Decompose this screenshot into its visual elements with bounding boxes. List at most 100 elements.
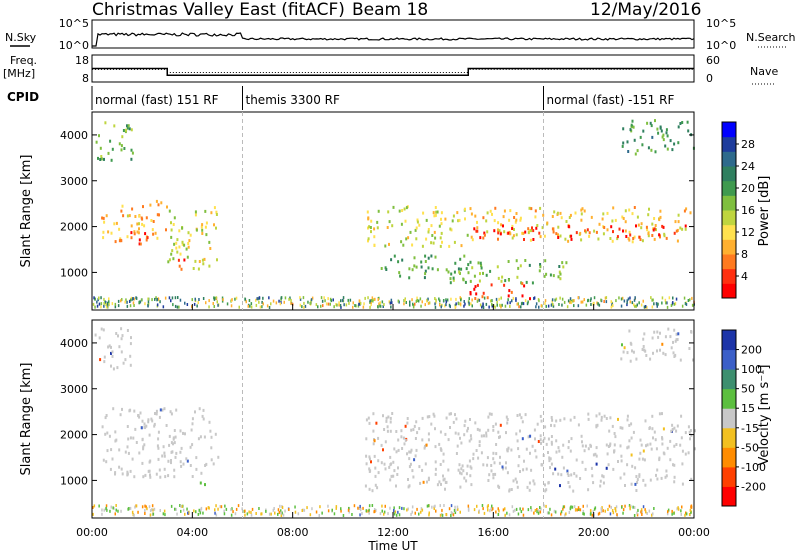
power-cell: [358, 299, 361, 303]
velocity-cell: [673, 475, 676, 479]
ytick-label: 3000: [60, 175, 88, 188]
power-cell: [222, 298, 224, 302]
velocity-cell: [104, 432, 107, 436]
velocity-cell: [159, 509, 161, 512]
power-cell: [559, 272, 562, 276]
velocity-cell: [201, 414, 204, 418]
velocity-cell: [630, 422, 633, 426]
power-cell: [476, 226, 479, 230]
velocity-cell: [255, 512, 257, 515]
velocity-cell: [575, 458, 578, 462]
power-cell: [94, 305, 96, 309]
power-cell: [464, 217, 466, 221]
velocity-cell: [673, 480, 676, 484]
velocity-cell: [581, 460, 584, 464]
velocity-cell: [414, 511, 416, 515]
power-cell: [531, 226, 533, 230]
power-cell: [498, 297, 500, 301]
power-cell: [330, 299, 333, 303]
velocity-cell: [506, 421, 509, 425]
power-cell: [661, 301, 663, 305]
power-cell: [421, 244, 424, 248]
velocity-cell: [279, 504, 281, 508]
velocity-cell: [512, 509, 515, 513]
velocity-cell: [485, 434, 488, 438]
velocity-cell: [512, 479, 515, 483]
velocity-cell: [436, 483, 439, 487]
power-cell: [450, 228, 453, 232]
velocity-cell: [639, 451, 642, 455]
velocity-cell: [506, 511, 508, 515]
colorbar-swatch: [722, 151, 736, 167]
power-cell: [181, 242, 184, 246]
velocity-cell: [202, 417, 205, 421]
power-cell: [544, 259, 547, 263]
power-cell: [625, 235, 628, 238]
velocity-cell: [598, 511, 601, 515]
power-cell: [476, 283, 479, 287]
velocity-cell: [498, 485, 501, 489]
power-cell: [640, 226, 643, 230]
power-cell: [565, 261, 568, 265]
velocity-cell: [396, 473, 399, 476]
velocity-cell: [353, 504, 356, 508]
power-cell: [611, 239, 614, 243]
velocity-cell: [595, 414, 598, 418]
power-cell: [455, 297, 457, 301]
velocity-cell: [646, 443, 649, 447]
velocity-cell: [333, 512, 336, 516]
colorbar-swatch: [722, 388, 736, 409]
power-cell: [440, 217, 442, 221]
power-cell: [130, 148, 133, 152]
velocity-cell: [170, 450, 173, 454]
power-cell: [404, 298, 406, 302]
velocity-cell: [681, 505, 683, 509]
velocity-cell: [149, 473, 151, 477]
velocity-cell: [687, 451, 690, 455]
velocity-cell: [662, 351, 665, 355]
velocity-cell: [105, 504, 108, 508]
power-cell: [373, 243, 376, 247]
freq-left-tick-low: 8: [82, 72, 89, 85]
velocity-cell: [365, 437, 368, 441]
velocity-cell: [644, 419, 647, 423]
power-cell: [174, 296, 177, 300]
power-cell: [521, 301, 523, 305]
velocity-cell: [108, 434, 111, 438]
power-cell: [430, 224, 433, 228]
velocity-cell: [532, 479, 535, 483]
figure-title: Christmas Valley East (fitACF): [92, 0, 345, 20]
power-cell: [299, 303, 302, 307]
velocity-cell: [129, 436, 132, 440]
power-cell: [679, 122, 682, 125]
power-cell: [512, 234, 515, 238]
power-cell: [508, 289, 511, 293]
power-cell: [139, 300, 142, 304]
velocity-cell: [148, 469, 151, 473]
power-cell: [176, 250, 179, 254]
velocity-cell: [641, 348, 644, 351]
power-cell: [238, 305, 240, 309]
velocity-cell: [664, 353, 667, 357]
power-cell: [666, 305, 669, 309]
velocity-cell: [591, 513, 593, 517]
velocity-cell: [438, 480, 441, 484]
power-cell: [501, 303, 503, 307]
power-cell: [627, 150, 630, 153]
velocity-cell: [439, 430, 442, 434]
power-cell: [570, 301, 573, 305]
velocity-cell: [685, 512, 688, 516]
power-cell: [618, 296, 620, 300]
velocity-cell: [651, 414, 654, 418]
velocity-cell: [465, 479, 468, 483]
velocity-cell: [673, 444, 676, 448]
velocity-cell: [540, 441, 542, 445]
power-cell: [415, 237, 418, 241]
power-cell: [650, 296, 652, 300]
power-cell: [434, 297, 436, 300]
velocity-cell: [605, 466, 608, 470]
velocity-cell: [459, 436, 461, 440]
velocity-cell: [608, 429, 611, 433]
velocity-cell: [510, 448, 513, 452]
velocity-cell: [420, 507, 423, 511]
